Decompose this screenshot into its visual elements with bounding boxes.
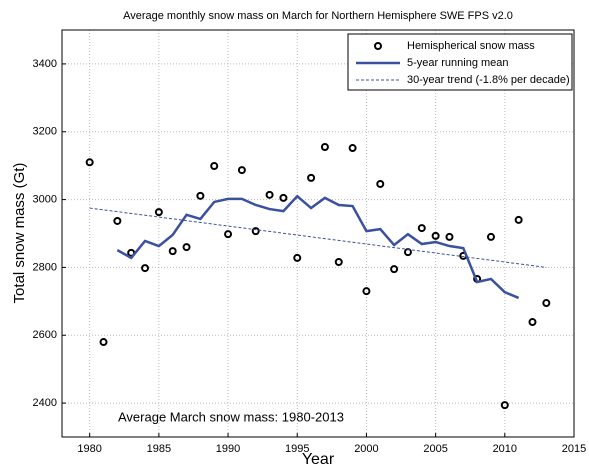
data-point [514, 215, 523, 224]
x-tick-label: 1995 [285, 443, 309, 455]
x-tick-label: 2015 [562, 443, 586, 455]
data-point [348, 144, 357, 153]
data-point [431, 231, 440, 240]
data-point [307, 173, 316, 182]
annotation: Average March snow mass: 1980-2013 [118, 409, 344, 424]
data-point [168, 247, 177, 256]
y-tick-label: 2600 [33, 329, 57, 341]
data-point [85, 158, 94, 167]
data-point [500, 401, 509, 410]
y-tick-label: 2400 [33, 397, 57, 409]
data-point [293, 253, 302, 262]
data-point [376, 179, 385, 188]
x-tick-label: 2000 [354, 443, 378, 455]
data-point [99, 338, 108, 347]
running-mean-line [116, 194, 520, 300]
x-tick-label: 2010 [493, 443, 517, 455]
data-point [182, 243, 191, 252]
data-point [486, 232, 495, 241]
data-point [265, 190, 274, 199]
x-axis-label: Year [302, 451, 335, 468]
trend-line [89, 207, 547, 268]
data-point [362, 287, 371, 296]
y-axis-label: Total snow mass (Gt) [11, 163, 28, 304]
data-point [237, 166, 246, 175]
x-tick-label: 1980 [77, 443, 101, 455]
data-point [113, 216, 122, 225]
data-point [403, 248, 412, 257]
x-tick-label: 1985 [147, 443, 171, 455]
data-point [417, 224, 426, 233]
plot-frame [61, 29, 575, 438]
data-point [224, 230, 233, 239]
data-point [141, 264, 150, 273]
data-point [210, 162, 219, 171]
data-point [334, 257, 343, 266]
data-point [251, 227, 260, 236]
chart-title: Average monthly snow mass on March for N… [123, 10, 513, 22]
y-tick-label: 3200 [33, 126, 57, 138]
data-point [528, 318, 537, 327]
x-tick-label: 1990 [216, 443, 240, 455]
data-point [320, 143, 329, 152]
legend-label: Hemispherical snow mass [407, 40, 535, 52]
data-point [542, 299, 551, 308]
legend-label: 30-year trend (-1.8% per decade) [407, 74, 570, 86]
data-point [154, 208, 163, 217]
legend-label: 5-year running mean [407, 57, 509, 69]
y-tick-label: 3400 [33, 58, 57, 70]
data-point [390, 265, 399, 274]
data-point [445, 232, 454, 241]
data-point [196, 191, 205, 200]
y-tick-label: 3000 [33, 193, 57, 205]
y-tick-label: 2800 [33, 261, 57, 273]
x-tick-label: 2005 [423, 443, 447, 455]
data-point [279, 193, 288, 202]
legend-marker [374, 42, 382, 50]
